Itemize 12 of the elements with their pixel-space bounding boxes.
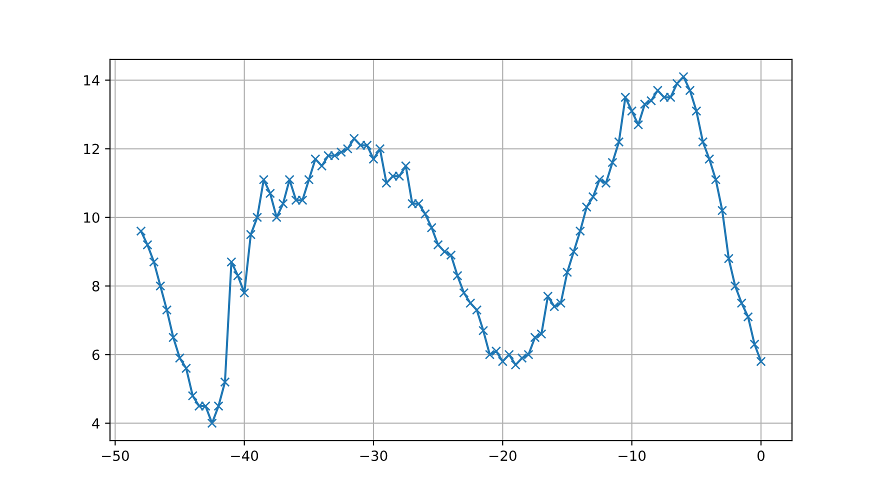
- x-tick-label: −30: [360, 450, 388, 462]
- y-tick-label: 8: [92, 280, 100, 292]
- x-tick-label: −50: [102, 450, 129, 462]
- y-tick-label: 12: [84, 144, 99, 154]
- x-tick-label: 0: [757, 450, 764, 462]
- x-tick-label: −10: [618, 450, 646, 462]
- x-tick-label: −40: [231, 450, 258, 462]
- y-tick-label: 6: [92, 350, 100, 360]
- x-tick-label: −20: [489, 450, 516, 462]
- y-tick-label: 14: [84, 75, 100, 86]
- y-tick-label: 10: [84, 212, 100, 223]
- y-tick-label: 4: [92, 418, 100, 428]
